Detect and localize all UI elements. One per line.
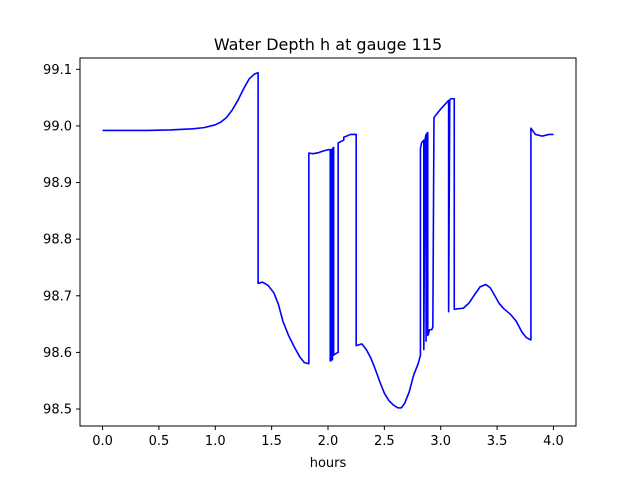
axes: 0.0 0.5 1.0 1.5 2.0 2.5 3.0 3.5 4.0 98.5 98.6 98.7 9… — [43, 57, 577, 449]
x-axis-label: hours — [310, 456, 347, 471]
y-tick-label: 99.0 — [43, 119, 72, 134]
x-tick-label: 1.5 — [261, 434, 282, 449]
plot-area — [102, 71, 554, 409]
x-tick-label: 4.0 — [543, 434, 564, 449]
x-tick-label: 0.0 — [92, 434, 113, 449]
y-tick-label: 98.6 — [43, 346, 72, 361]
series-line-0 — [102, 71, 554, 409]
x-tick-label: 0.5 — [149, 434, 170, 449]
y-tick-label: 98.7 — [43, 289, 72, 304]
y-tick-label: 98.8 — [43, 233, 72, 248]
y-tick-label: 99.1 — [43, 63, 72, 78]
x-tick-label: 3.0 — [430, 434, 451, 449]
chart-title: Water Depth h at gauge 115 — [214, 35, 442, 54]
x-tick-label: 1.0 — [205, 434, 226, 449]
x-tick-label: 3.5 — [487, 434, 508, 449]
x-tick-label: 2.0 — [318, 434, 339, 449]
x-tick-label: 2.5 — [374, 434, 395, 449]
y-tick-label: 98.5 — [43, 403, 72, 418]
y-tick-label: 98.9 — [43, 176, 72, 191]
